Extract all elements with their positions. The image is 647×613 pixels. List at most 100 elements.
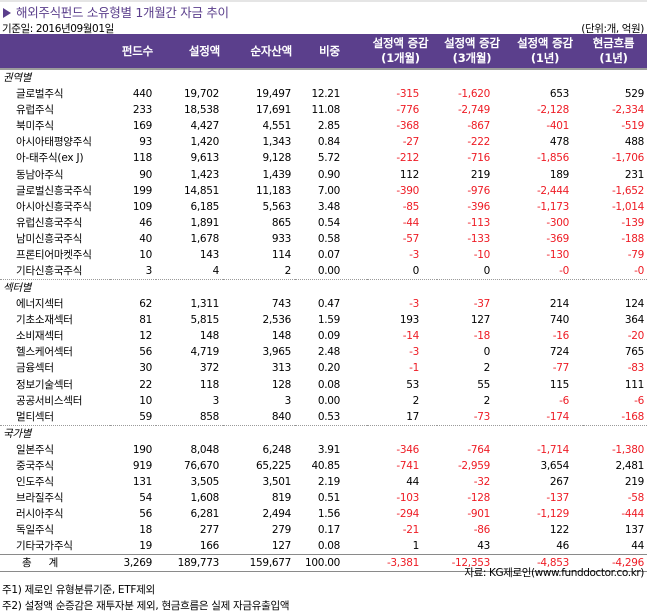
set-amount: 189,773 <box>156 554 223 573</box>
net-assets: 127 <box>271 540 291 553</box>
set-amount: 148 <box>199 330 219 343</box>
footnote-2: 주2) 설정액 순증감은 재투자분 제외, 현금흐름은 실제 자금유출입액 <box>2 600 290 612</box>
category-name: 중국주식 <box>16 459 54 472</box>
change-3m: 0 <box>483 265 491 278</box>
footnote-1: 주1) 제로인 유형분류기준, ETF제외 <box>2 584 155 596</box>
change-3m: 43 <box>477 540 490 553</box>
header-change-1y: 설정액 증감 (1년) <box>510 34 583 69</box>
cashflow-1y: -188 <box>621 232 644 245</box>
change-1m: -44 <box>402 216 420 229</box>
ratio: 0.53 <box>317 410 340 423</box>
ratio: 0.47 <box>317 298 340 311</box>
set-amount: 18,538 <box>184 104 219 117</box>
fund-count: 190 <box>132 443 152 456</box>
table-row: 금융섹터 30 372 313 0.20 -1 2 -77 -83 <box>0 360 647 376</box>
category-name: 금융섹터 <box>16 362 54 375</box>
net-assets: 19,497 <box>256 88 291 101</box>
change-3m: -86 <box>473 524 491 537</box>
net-assets: 2,494 <box>262 508 291 521</box>
table-row: 기타국가주식 19 166 127 0.08 1 43 46 44 <box>0 538 647 555</box>
fund-count: 18 <box>139 524 152 537</box>
category-name: 프론티어마켓주식 <box>16 248 92 261</box>
set-amount: 19,702 <box>184 88 219 101</box>
fund-count: 3,269 <box>110 554 156 573</box>
category-name: 러시아주식 <box>16 508 64 521</box>
category-name: 헬스케어섹터 <box>16 346 73 359</box>
cashflow-1y: -1,380 <box>611 443 644 456</box>
set-amount: 1,608 <box>190 492 219 505</box>
change-1y: -2,128 <box>536 104 569 117</box>
header-change-1m-line2: (1개월) <box>381 51 420 65</box>
change-1y: -0 <box>559 265 569 278</box>
change-1y: 724 <box>549 346 569 359</box>
change-1y: -1,856 <box>536 152 569 165</box>
header-change-1m: 설정액 증감 (1개월) <box>367 34 437 69</box>
change-1y: -6 <box>559 394 569 407</box>
change-3m: -12,353 <box>437 554 510 573</box>
set-amount: 166 <box>199 540 219 553</box>
change-1y: 478 <box>549 136 569 149</box>
change-3m: -716 <box>467 152 490 165</box>
change-3m: 2 <box>483 362 491 375</box>
change-1y: -77 <box>552 362 570 375</box>
cashflow-1y: -79 <box>627 248 645 261</box>
table-row: 동남아주식 90 1,423 1,439 0.90 112 219 189 231 <box>0 166 647 182</box>
table-row: 일본주식 190 8,048 6,248 3.91 -346 -764 -1,714 -1,38… <box>0 442 647 458</box>
set-amount: 6,281 <box>190 508 219 521</box>
category-name: 아시아태평양주식 <box>16 136 92 149</box>
set-amount: 118 <box>199 378 219 391</box>
cashflow-1y: -83 <box>627 362 645 375</box>
net-assets: 933 <box>271 232 291 245</box>
set-amount: 1,420 <box>190 136 219 149</box>
category-name: 유럽주식 <box>16 104 54 117</box>
change-3m: -2,959 <box>457 459 490 472</box>
header-set-amount-line1: 설정액 <box>188 43 220 58</box>
set-amount: 76,670 <box>184 459 219 472</box>
fund-count: 93 <box>139 136 152 149</box>
table-row: 에너지섹터 62 1,311 743 0.47 -3 -37 214 124 <box>0 296 647 312</box>
net-assets: 3,501 <box>262 475 291 488</box>
change-1m: -21 <box>402 524 420 537</box>
fund-count: 56 <box>139 346 152 359</box>
category-name: 총 계 <box>0 554 110 573</box>
ratio: 11.08 <box>311 104 340 117</box>
category-name: 아-태주식(ex J) <box>16 152 84 165</box>
change-1m: -3 <box>409 298 419 311</box>
change-3m: -764 <box>467 443 490 456</box>
header-change-1y-line2: (1년) <box>530 51 560 65</box>
change-1y: -1,714 <box>536 443 569 456</box>
net-assets: 148 <box>271 330 291 343</box>
change-1m: 0 <box>412 265 420 278</box>
change-1y: -401 <box>546 120 569 133</box>
category-name: 독일주식 <box>16 524 54 537</box>
section-header-row: 섹터별 <box>0 279 647 297</box>
change-1m: -57 <box>402 232 420 245</box>
ratio: 7.00 <box>317 184 340 197</box>
ratio: 0.17 <box>317 524 340 537</box>
cashflow-1y: 231 <box>624 168 644 181</box>
change-1y: -16 <box>552 330 570 343</box>
header-fund-count-line1: 펀드수 <box>121 43 153 58</box>
change-1m: -3 <box>409 346 419 359</box>
change-1y: 122 <box>549 524 569 537</box>
change-1m: -3 <box>409 248 419 261</box>
change-1m: 1 <box>412 540 420 553</box>
set-amount: 4,719 <box>190 346 219 359</box>
change-3m: -32 <box>473 475 491 488</box>
header-set-amount: 설정액 <box>156 34 223 69</box>
cashflow-1y: 2,481 <box>615 459 644 472</box>
cashflow-1y: 44 <box>631 540 644 553</box>
section-label: 국가별 <box>0 424 647 442</box>
category-name: 동남아주식 <box>16 168 64 181</box>
change-1m: -294 <box>396 508 419 521</box>
table-row: 멀티섹터 59 858 840 0.53 17 -73 -174 -168 <box>0 409 647 426</box>
table-row: 소비재섹터 12 148 148 0.09 -14 -18 -16 -20 <box>0 328 647 344</box>
table-row: 러시아주식 56 6,281 2,494 1.56 -294 -901 -1,129 -444 <box>0 506 647 522</box>
ratio: 0.51 <box>317 492 340 505</box>
category-name: 멀티섹터 <box>16 410 54 423</box>
ratio: 0.07 <box>317 248 340 261</box>
ratio: 2.85 <box>317 120 340 133</box>
base-date: 기준일: 2016년09월01일 <box>2 23 114 35</box>
change-1m: -85 <box>402 200 420 213</box>
change-1y: -137 <box>546 492 569 505</box>
